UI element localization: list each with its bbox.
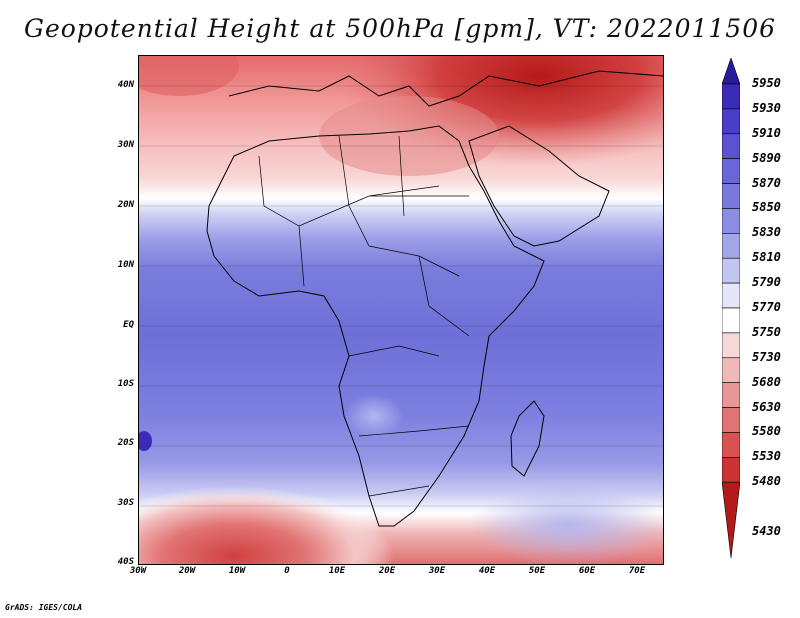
colorbar-swatch [722,183,740,209]
grid-lines [139,85,663,507]
colorbar [722,58,740,558]
colorbar-level-label: 5750 [752,324,781,339]
colorbar-level-label: 5580 [752,424,781,439]
colorbar-swatch [722,83,740,110]
colorbar-level-label: 5680 [752,374,781,389]
colorbar-swatch [722,357,740,383]
map-title: Geopotential Height at 500hPa [gpm], VT:… [23,14,777,43]
lat-label: EQ [123,320,134,330]
colorbar-level-label: 5850 [752,200,781,215]
colorbar-level-label: 5480 [752,474,781,489]
lon-label: 40E [478,566,496,576]
colorbar-swatch [722,432,740,458]
colorbar-swatch [722,58,740,85]
colorbar-level-label: 5530 [752,449,781,464]
colorbar-swatch [722,108,740,135]
colorbar-level-label: 5890 [752,150,781,165]
colorbar-swatch [722,282,740,309]
lon-label: 10E [328,566,346,576]
colorbar-level-label: 5430 [752,524,781,538]
map-plot-area [138,55,664,565]
lon-label: 10W [228,566,246,576]
coastline-europe [228,70,663,107]
lon-label: 30E [428,566,446,576]
lon-label: 20E [378,566,396,576]
colorbar-level-label: 5770 [752,300,781,314]
colorbar-level-label: 5730 [752,349,781,364]
lon-label: 30W [129,566,147,576]
lon-label: 0 [284,566,290,576]
lon-label: 60E [578,566,596,576]
lat-label: 40S [117,557,134,567]
colorbar-level-label: 5790 [752,275,781,290]
lon-label: 70E [628,566,646,576]
height-field-map [139,56,663,564]
colorbar-swatch [722,208,740,234]
colorbar-swatch [722,158,740,184]
colorbar-level-label: 5910 [752,125,781,140]
coastline-africa [206,125,545,527]
lat-label: 40N [117,80,134,90]
colorbar-swatch [722,382,740,408]
credit-text: GrADS: IGES/COLA [5,603,83,612]
colorbar-level-label: 5830 [752,225,781,240]
colorbar-level-label: 5950 [752,76,781,90]
colorbar-swatch [722,307,740,334]
lon-label: 50E [528,566,546,576]
colorbar-swatch [722,332,740,359]
lat-label: 30N [117,140,134,150]
coastline-madagascar [510,400,545,477]
lat-label: 10N [117,260,134,270]
lat-label: 20S [117,438,134,448]
colorbar-swatch [722,257,740,284]
colorbar-level-label: 5870 [752,175,781,190]
colorbar-swatch [722,407,740,433]
colorbar-level-label: 5630 [752,399,781,414]
colorbar-swatch [722,481,740,558]
colorbar-swatch [722,233,740,259]
lat-label: 30S [117,498,134,508]
country-borders [258,135,470,497]
lat-label: 10S [117,379,134,389]
colorbar-swatch [722,133,740,159]
lat-label: 20N [117,200,134,210]
coastline-arabia [468,125,610,247]
lon-label: 20W [178,566,196,576]
colorbar-swatch [722,457,740,483]
colorbar-level-label: 5930 [752,100,781,115]
colorbar-level-label: 5810 [752,250,781,265]
